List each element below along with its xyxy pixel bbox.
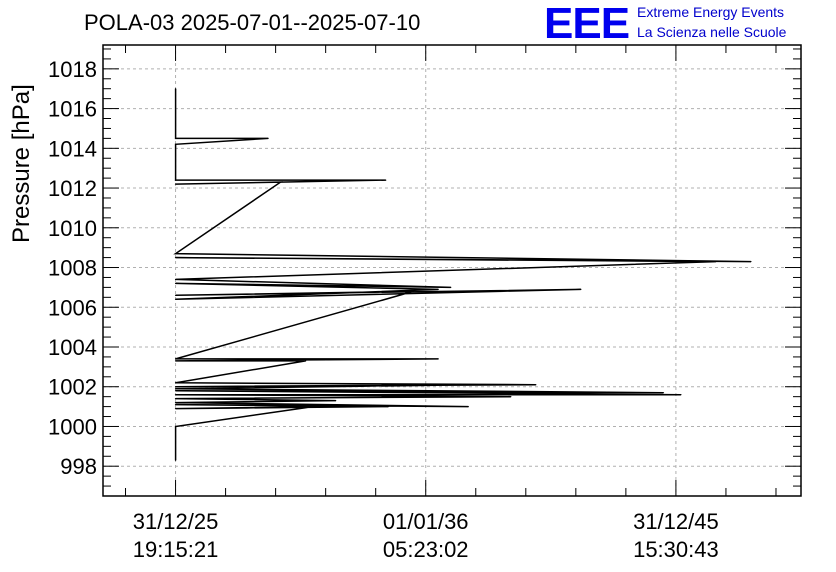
x-tick-label-time: 05:23:02: [383, 537, 469, 562]
data-point: [174, 253, 177, 255]
data-point: [267, 137, 269, 139]
eee-logo: EEE: [544, 0, 630, 48]
y-tick-label: 1016: [48, 97, 97, 122]
x-tick-label-date: 01/01/36: [383, 509, 469, 534]
pressure-series-line: [173, 88, 752, 461]
data-point: [174, 404, 177, 406]
y-tick-label: 1014: [48, 136, 97, 161]
data-point: [174, 278, 177, 281]
data-point: [174, 143, 177, 145]
data-point: [580, 288, 582, 290]
data-point: [174, 386, 177, 388]
plot-frame: [102, 44, 802, 497]
y-tick-label: 1004: [48, 335, 97, 360]
y-tick-label: 1012: [48, 176, 97, 201]
y-tick-label: 1010: [48, 216, 97, 241]
data-point: [174, 294, 177, 296]
data-point: [174, 137, 177, 139]
x-tick-label-time: 15:30:43: [633, 537, 719, 562]
data-point: [174, 88, 177, 90]
data-point: [437, 358, 439, 360]
x-tick-label-date: 31/12/25: [133, 509, 219, 534]
data-point: [387, 405, 389, 408]
data-point: [174, 358, 177, 360]
data-point: [174, 183, 177, 185]
data-point: [335, 400, 337, 402]
y-tick-label: 1002: [48, 375, 97, 400]
data-series: [173, 88, 752, 461]
data-point: [174, 360, 177, 362]
data-point: [680, 394, 682, 396]
data-point: [174, 407, 177, 410]
x-tick-labels: 31/12/25 19:15:21 01/01/36 05:23:02 31/12/45…: [133, 509, 719, 562]
data-point: [750, 260, 752, 263]
data-point: [174, 256, 177, 259]
data-point: [385, 179, 387, 181]
data-point: [174, 382, 177, 384]
data-point: [174, 298, 177, 300]
chart-title: POLA-03 2025-07-01--2025-07-10: [84, 10, 421, 35]
axes: [102, 44, 802, 497]
data-point: [450, 286, 452, 288]
data-point: [715, 260, 717, 263]
y-tick-label: 1000: [48, 414, 97, 439]
data-point: [174, 179, 177, 181]
logo-line-2: La Scienza nelle Scuole: [637, 24, 787, 40]
data-point: [174, 390, 177, 392]
data-point: [312, 405, 314, 408]
y-tick-label: 1006: [48, 295, 97, 320]
data-point: [305, 360, 307, 362]
y-tick-label: 1008: [48, 256, 97, 281]
data-point: [174, 398, 177, 400]
data-point: [174, 394, 177, 396]
x-tick-label-time: 19:15:21: [133, 537, 219, 562]
data-point: [174, 388, 177, 390]
data-point: [437, 288, 439, 290]
data-point: [174, 402, 177, 404]
data-point: [662, 392, 665, 394]
logo-line-1: Extreme Energy Events: [637, 4, 785, 20]
y-tick-label: 998: [60, 454, 97, 479]
data-point: [174, 282, 177, 285]
y-tick-labels: 998 1000 1002 1004 1006 1008 1010 1012 1014 1016 1…: [48, 57, 97, 479]
x-tick-label-date: 31/12/45: [633, 509, 719, 534]
y-axis-label: Pressure [hPa]: [8, 84, 35, 243]
y-tick-label: 1018: [48, 57, 97, 82]
data-point: [510, 396, 512, 398]
data-point: [174, 425, 177, 428]
data-point: [280, 181, 282, 183]
data-point: [174, 459, 177, 461]
data-point: [467, 405, 469, 408]
data-point: [535, 384, 537, 386]
data-point: [412, 290, 414, 292]
data-point: [475, 384, 477, 386]
